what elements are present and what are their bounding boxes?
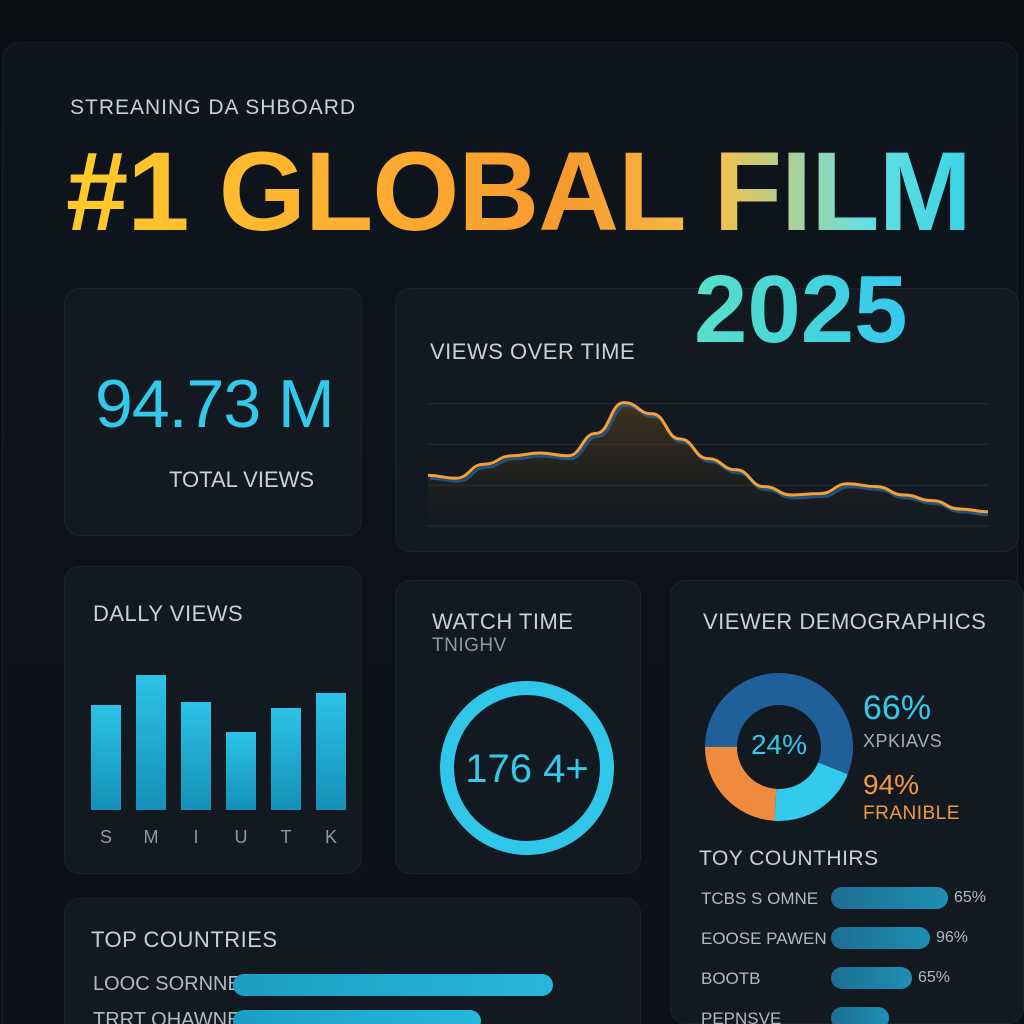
small-country-label-2: BOOTB [701,969,761,988]
small-country-bar-2 [831,967,912,989]
daily-bar-label-4: T [281,827,292,847]
total-views-label: TOTAL VIEWS [169,467,315,492]
views-over-time-card: VIEWS OVER TIME [395,288,1019,552]
top-countries-title: TOP COUNTRIES [91,927,278,952]
views-line-shadow [429,404,988,517]
main-country-label-1: TRRT OHAWNE [93,1009,241,1024]
daily-bar-label-2: I [193,827,198,847]
watch-time-title: WATCH TIME [432,609,574,634]
small-country-bar-0 [831,887,948,909]
main-country-bar-0 [233,974,553,996]
demographics-seg2-value: 94% [863,769,920,800]
demographics-title: VIEWER DEMOGRAPHICS [703,609,987,634]
daily-bar-0 [91,705,121,810]
daily-bar-label-5: K [325,827,337,847]
viewer-demographics-card: VIEWER DEMOGRAPHICS 24% 66% XPKIAVS 94% … [670,580,1024,1024]
daily-views-title: DALLY VIEWS [93,601,244,626]
views-line [428,401,988,514]
views-over-time-title: VIEWS OVER TIME [430,339,636,364]
small-country-label-1: EOOSE PAWEN [701,929,827,948]
small-country-value-2: 65% [918,969,951,986]
donut-slice-1 [774,762,848,821]
main-country-bar-1 [233,1010,481,1024]
demographics-donut [705,673,853,821]
daily-bar-4 [271,708,301,810]
daily-bar-2 [181,702,211,810]
headline-year: 2025 [694,256,908,363]
top-countries-card: TOP COUNTRIES LOOC SORNNE TRRT OHAWNE [64,898,641,1024]
main-country-label-0: LOOC SORNNE [93,973,241,995]
top-countries-small-title: TOY COUNTHIRS [699,847,879,870]
small-country-value-0: 65% [954,889,987,906]
views-over-time-chart [428,401,988,543]
watch-time-value: 176 4+ [465,747,589,791]
watch-time-card: WATCH TIME TNIGHV 176 4+ [395,580,641,874]
demographics-seg2-label: FRANIBLE [863,803,960,824]
watch-time-subtitle: TNIGHV [432,635,507,656]
small-country-label-0: TCBS S OMNE [701,889,819,908]
daily-views-card: DALLY VIEWS S M I U T K [64,566,362,874]
daily-bar-label-0: S [100,827,112,847]
daily-bar-1 [136,675,166,810]
small-country-bar-1 [831,927,930,949]
small-country-label-3: PEPNSVE [701,1009,782,1024]
total-views-card: 94.73 M TOTAL VIEWS [64,288,362,536]
headline-title: #1 GLOBAL FILM [66,129,972,254]
small-country-value-1: 96% [936,929,969,946]
donut-slice-2 [705,747,777,821]
total-views-value: 94.73 M [95,366,335,442]
small-country-bar-3 [831,1007,889,1024]
demographics-seg1-label: XPKIAVS [863,731,943,751]
daily-bar-label-3: U [235,827,248,847]
donut-slice-0 [705,673,853,775]
daily-bar-label-1: M [144,827,159,847]
demographics-center-label: 24% [750,729,808,760]
demographics-seg1-value: 66% [863,689,932,727]
views-area-fill [428,402,988,543]
daily-bar-5 [316,693,346,810]
daily-bar-3 [226,732,256,810]
dashboard-eyebrow: STREANING DA SHBOARD [70,96,357,119]
watch-time-ring [440,681,614,855]
